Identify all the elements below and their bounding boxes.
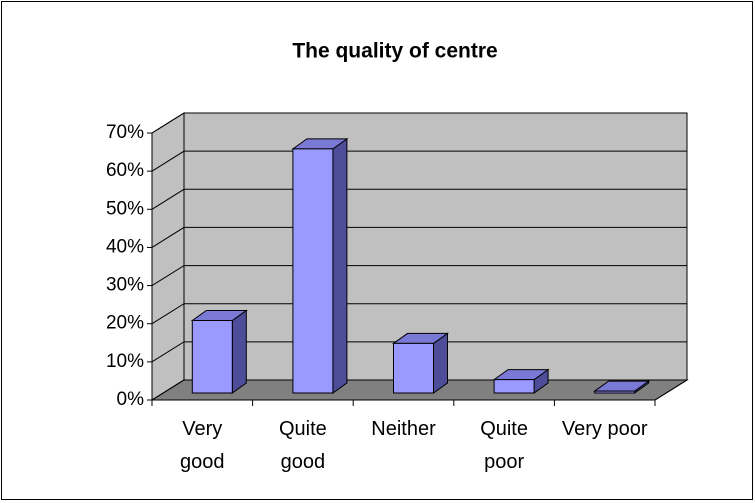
y-tick-label: 20% [106, 313, 144, 334]
grid-line [151, 188, 687, 210]
y-tick-label: 0% [117, 389, 145, 410]
x-tick-label: Quite poor [480, 418, 528, 473]
grid-line [151, 265, 687, 286]
y-tick-label: 70% [106, 122, 144, 143]
x-tick-label: Quite good [278, 418, 327, 473]
y-tick-label: 10% [106, 351, 144, 372]
bar-front [292, 148, 334, 394]
grid-line [151, 341, 687, 363]
bar-front [191, 320, 233, 394]
bar [593, 380, 651, 394]
grid-line [151, 112, 687, 134]
x-tick-label: Very poor [561, 418, 648, 440]
x-tick-label: Very good [180, 418, 225, 473]
x-tick-label: Neither [371, 418, 436, 440]
bar-front [393, 342, 434, 394]
bar [291, 137, 349, 394]
grid-line [151, 303, 687, 325]
bar [492, 368, 550, 394]
bar-side [332, 137, 348, 394]
left-wall [151, 112, 185, 401]
bar-front [493, 379, 535, 394]
grid-line [151, 150, 687, 172]
y-tick-label: 50% [106, 198, 144, 219]
grid-line [151, 226, 687, 248]
chart-title: The quality of centre [292, 40, 497, 63]
y-tick-label: 40% [106, 236, 144, 257]
bar-side [231, 309, 247, 394]
y-tick-label: 60% [106, 160, 144, 181]
y-tick-label: 30% [106, 275, 144, 296]
bar [391, 332, 450, 394]
bar-front [594, 390, 636, 394]
bar [190, 309, 248, 394]
